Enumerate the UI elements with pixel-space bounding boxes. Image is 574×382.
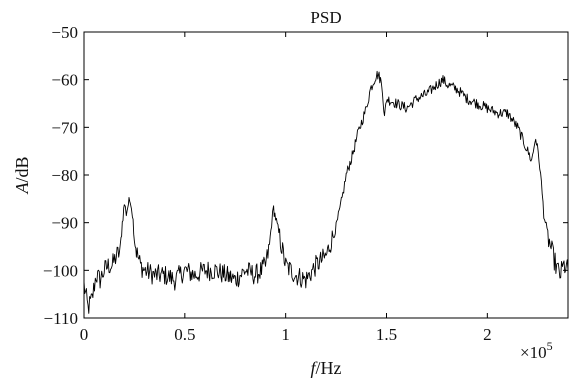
y-tick-label: −50	[51, 23, 78, 42]
y-axis-label-unit: /dB	[12, 156, 32, 182]
y-tick-label: −90	[51, 214, 78, 233]
y-tick-label: −70	[51, 118, 78, 137]
x-tick-label: 1.5	[376, 325, 397, 344]
x-tick-label: 1	[281, 325, 290, 344]
y-tick-label: −110	[44, 309, 78, 328]
chart-title: PSD	[310, 8, 341, 27]
ticks-layer: −110 −100 −90 −80 −70 −60 −50 0 0.5 1 1.5 2	[43, 23, 568, 344]
psd-series-line	[83, 70, 569, 314]
y-axis-label-symbol: A	[12, 182, 32, 195]
x-axis-multiplier-exponent: 5	[547, 339, 553, 353]
y-tick-label: −100	[43, 261, 78, 280]
y-axis-label: A/dB	[12, 156, 32, 194]
y-tick-label: −80	[51, 166, 78, 185]
x-tick-label: 2	[483, 325, 492, 344]
x-axis-label-unit: /Hz	[316, 358, 342, 378]
x-axis-label: f/Hz	[310, 358, 341, 378]
x-axis-multiplier: ×105	[520, 339, 553, 362]
x-axis-label-symbol: f	[310, 358, 318, 378]
x-tick-label: 0.5	[174, 325, 195, 344]
series-layer	[83, 70, 569, 314]
plot-frame	[83, 31, 569, 319]
x-tick-label: 0	[80, 325, 89, 344]
y-tick-label: −60	[51, 71, 78, 90]
x-axis-multiplier-base: ×10	[520, 343, 547, 362]
